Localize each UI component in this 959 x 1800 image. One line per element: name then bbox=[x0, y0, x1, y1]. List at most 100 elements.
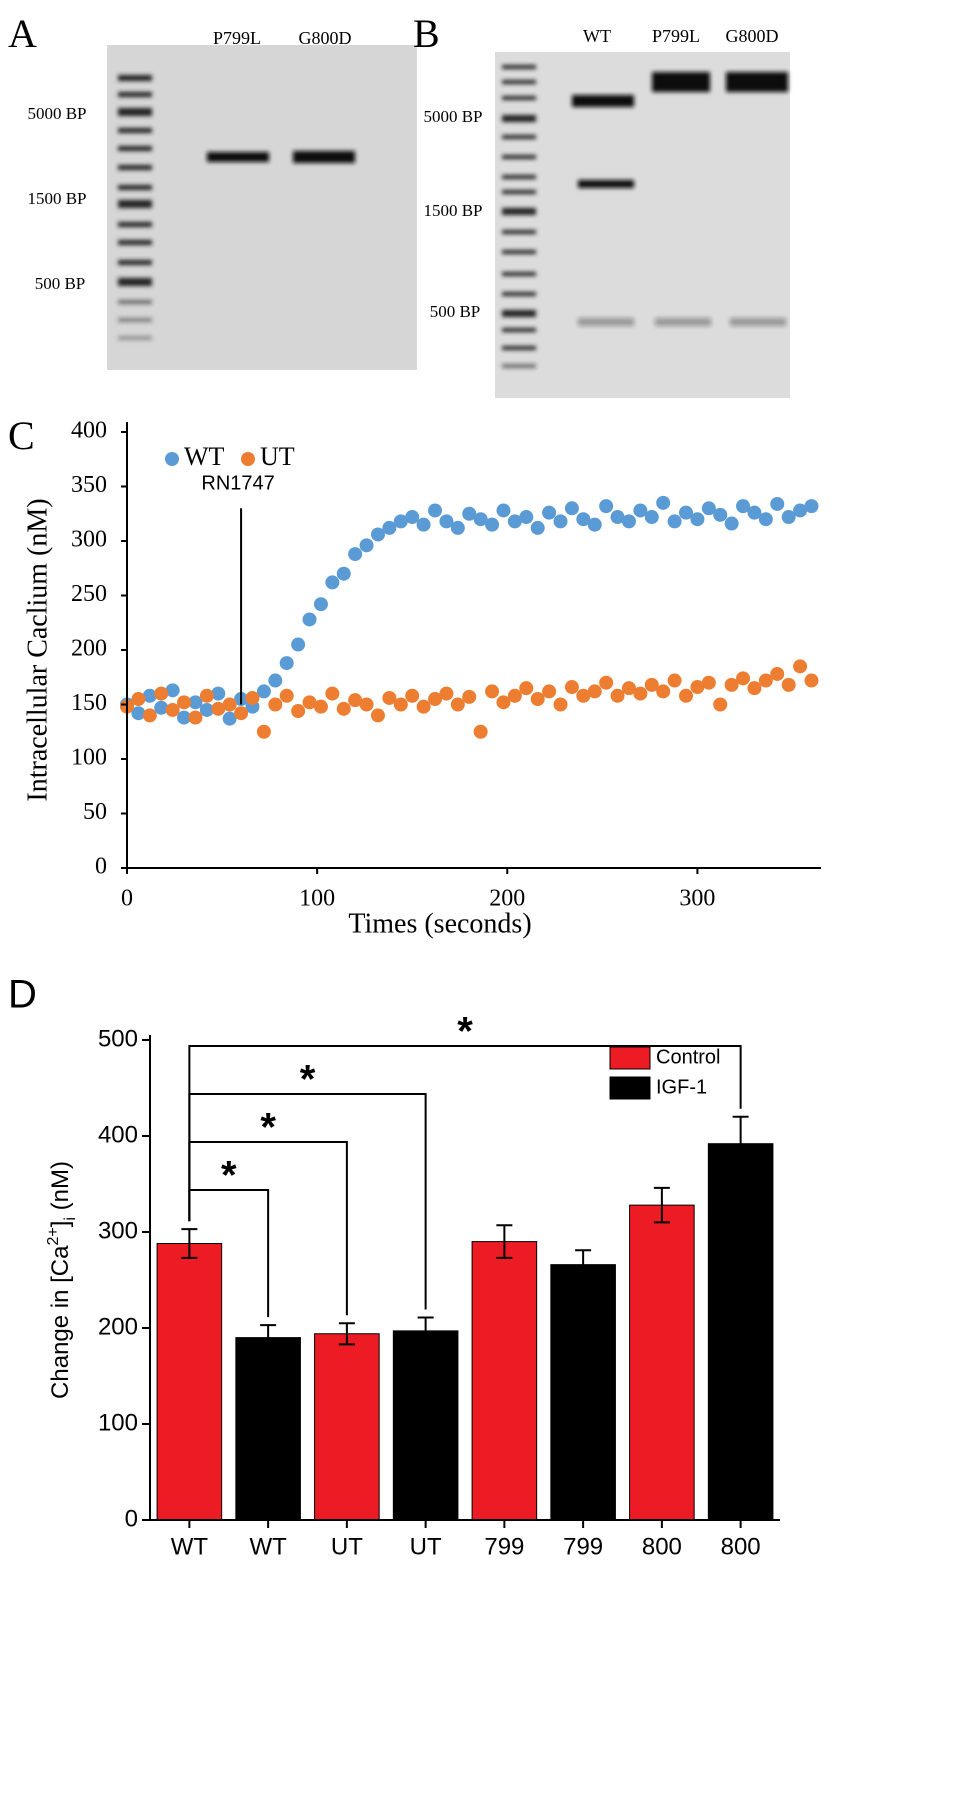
point bbox=[222, 711, 237, 726]
lane-label: G800D bbox=[726, 26, 779, 46]
point bbox=[519, 510, 534, 525]
y-tick-label: 0 bbox=[95, 854, 107, 880]
gel-image bbox=[495, 52, 790, 398]
point bbox=[633, 686, 648, 701]
marker-label: 500 BP bbox=[35, 274, 86, 293]
point bbox=[348, 547, 363, 562]
bracket bbox=[188, 1045, 742, 1222]
point bbox=[473, 512, 488, 527]
point bbox=[268, 673, 283, 688]
point bbox=[633, 503, 648, 518]
bar bbox=[550, 1264, 616, 1521]
point bbox=[405, 688, 420, 703]
y-axis-label-part: Change in [Ca bbox=[47, 1245, 74, 1399]
significance: * bbox=[457, 1010, 473, 1054]
point bbox=[177, 695, 192, 710]
y-axis-label: Change in [Ca2+]i (nM) bbox=[45, 1161, 79, 1399]
point bbox=[507, 688, 522, 703]
ladder bbox=[118, 75, 152, 340]
point bbox=[325, 575, 340, 590]
point bbox=[507, 514, 522, 529]
y-axis-label-part: 2+ bbox=[45, 1227, 62, 1245]
panel-label: B bbox=[413, 11, 440, 56]
y-axis-label-part: ] bbox=[47, 1221, 74, 1228]
point bbox=[576, 688, 591, 703]
gel-a: A P799L G800D 5000 BP 1500 BP 500 BP bbox=[8, 11, 417, 370]
point bbox=[348, 693, 363, 708]
legend-swatch bbox=[609, 1076, 651, 1100]
bar bbox=[235, 1337, 301, 1521]
y-tick-label: 100 bbox=[71, 745, 107, 771]
point bbox=[781, 510, 796, 525]
point bbox=[245, 690, 260, 705]
error-bar bbox=[260, 1324, 277, 1352]
legend-label: Control bbox=[656, 1046, 720, 1068]
point bbox=[131, 706, 146, 721]
error-bar bbox=[653, 1186, 670, 1224]
x-tick-label: 800 bbox=[721, 1533, 761, 1560]
marker-label: 500 BP bbox=[430, 302, 481, 321]
x-tick-label: UT bbox=[331, 1533, 363, 1560]
y-tick-label: 200 bbox=[98, 1313, 138, 1340]
point bbox=[485, 517, 500, 532]
point bbox=[610, 688, 625, 703]
gel-image bbox=[107, 45, 417, 370]
panel-label: D bbox=[8, 973, 37, 1017]
point bbox=[268, 697, 283, 712]
y-tick-label: 400 bbox=[98, 1121, 138, 1148]
point bbox=[747, 681, 762, 696]
gel-b: B WT P799L G800D 5000 BP 1500 BP 500 BP bbox=[413, 11, 790, 398]
point bbox=[621, 514, 636, 529]
legend-swatch bbox=[609, 1046, 651, 1070]
legend-label: UT bbox=[260, 442, 295, 471]
significance: * bbox=[300, 1058, 316, 1102]
y-axis-label-part: i bbox=[62, 1217, 79, 1221]
marker-label: 1500 BP bbox=[423, 201, 482, 220]
point bbox=[724, 516, 739, 531]
point bbox=[313, 699, 328, 714]
bracket bbox=[188, 1093, 427, 1310]
point bbox=[188, 710, 203, 725]
error-bar bbox=[417, 1316, 434, 1346]
point bbox=[416, 517, 431, 532]
point bbox=[701, 501, 716, 516]
point bbox=[291, 637, 306, 652]
point bbox=[473, 724, 488, 739]
legend-label: IGF-1 bbox=[656, 1076, 707, 1098]
point bbox=[599, 675, 614, 690]
legend-marker bbox=[165, 452, 179, 466]
y-tick-label: 200 bbox=[71, 636, 107, 662]
bar bbox=[314, 1333, 380, 1521]
y-tick-label: 100 bbox=[98, 1409, 138, 1436]
panel-label: C bbox=[8, 413, 35, 458]
point bbox=[256, 724, 271, 739]
x-tick-label: WT bbox=[171, 1533, 209, 1560]
y-tick-label: 300 bbox=[98, 1217, 138, 1244]
point bbox=[519, 681, 534, 696]
lane-label: WT bbox=[583, 26, 611, 46]
point bbox=[530, 692, 545, 707]
point bbox=[690, 680, 705, 695]
point bbox=[165, 702, 180, 717]
point bbox=[256, 684, 271, 699]
point bbox=[656, 684, 671, 699]
point bbox=[553, 514, 568, 529]
point bbox=[542, 505, 557, 520]
bands bbox=[572, 72, 788, 326]
x-tick-label: 800 bbox=[642, 1533, 682, 1560]
point bbox=[804, 673, 819, 688]
point bbox=[302, 695, 317, 710]
point bbox=[576, 512, 591, 527]
x-tick-label: 200 bbox=[489, 886, 525, 912]
point bbox=[131, 692, 146, 707]
point bbox=[291, 704, 306, 719]
x-axis-label: Times (seconds) bbox=[348, 908, 531, 939]
point bbox=[142, 688, 157, 703]
x-tick-label: UT bbox=[410, 1533, 442, 1560]
point bbox=[644, 677, 659, 692]
x-tick-label: WT bbox=[249, 1533, 287, 1560]
point bbox=[405, 510, 420, 525]
error-bar bbox=[496, 1224, 513, 1259]
error-bar bbox=[338, 1322, 355, 1346]
